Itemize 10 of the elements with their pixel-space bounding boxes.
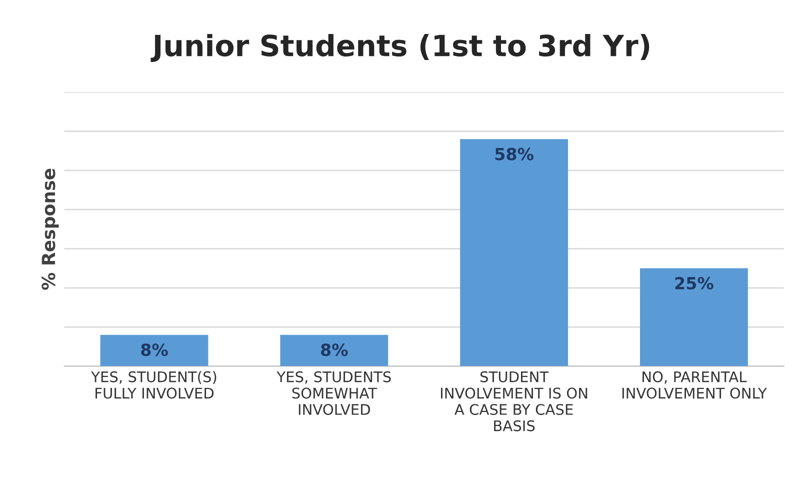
x-tick-label: YES, STUDENTS SOMEWHAT INVOLVED — [276, 371, 391, 415]
x-tick-label: STUDENT INVOLVEMENT IS ON A CASE BY CASE BASIS — [441, 371, 588, 432]
y-axis-title: % Response — [42, 168, 59, 290]
x-tick-label: YES, STUDENT(S) FULLY INVOLVED — [91, 371, 216, 399]
data-label: 8% — [141, 343, 168, 356]
data-label: 8% — [321, 343, 348, 356]
data-label: 58% — [495, 148, 534, 160]
x-tick-label: NO, PARENTAL INVOLVEMENT ONLY — [622, 371, 767, 399]
chart-title: Junior Students (1st to 3rd Yr) — [150, 34, 650, 62]
data-label: 25% — [675, 276, 714, 290]
